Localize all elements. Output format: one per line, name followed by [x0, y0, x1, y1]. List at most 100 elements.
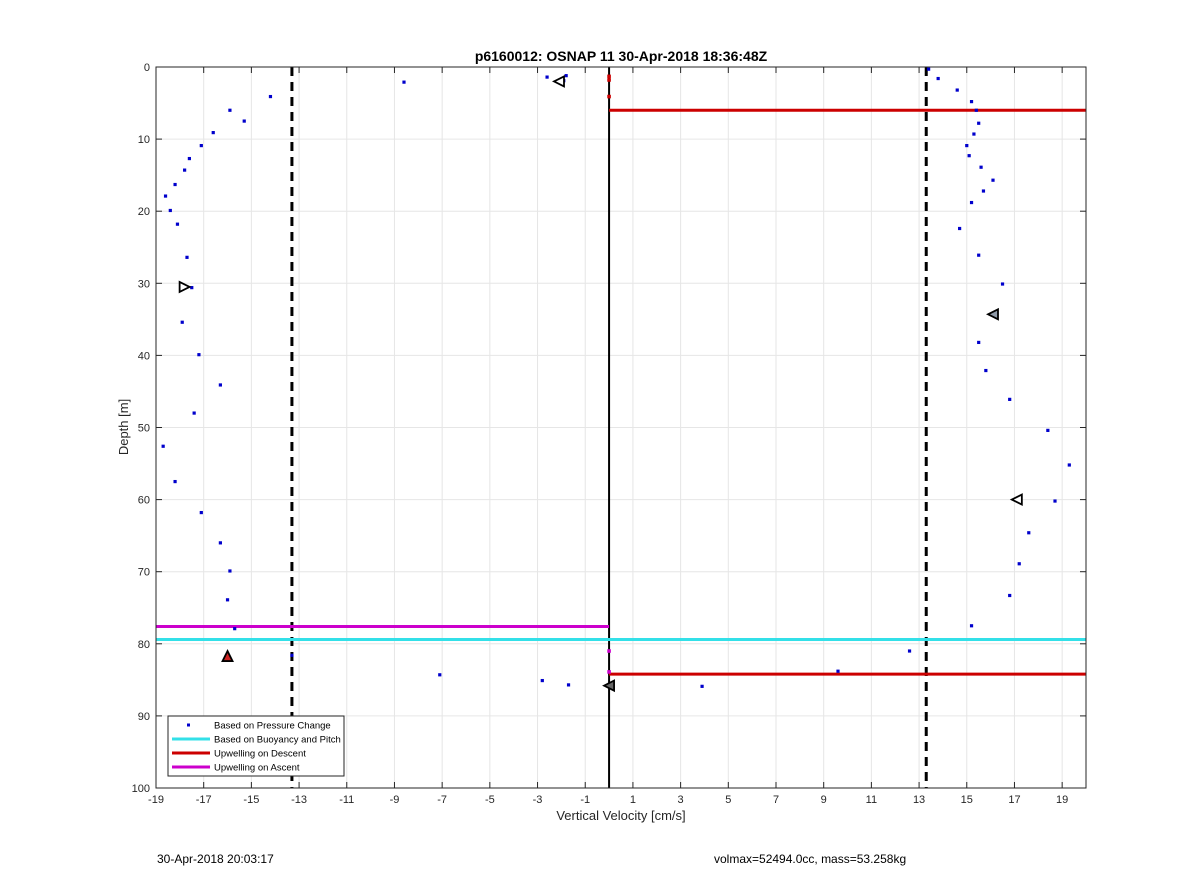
pressure-change-point [228, 108, 232, 112]
y-tick-label: 10 [138, 134, 150, 146]
y-tick-label: 60 [138, 495, 150, 507]
pressure-change-point [1027, 531, 1031, 535]
pressure-change-point [268, 94, 273, 99]
legend-swatch-marker [187, 723, 190, 727]
pressure-change-point [228, 569, 232, 573]
y-tick-label: 0 [144, 62, 150, 74]
pressure-change-point [218, 541, 222, 545]
x-tick-label: -17 [196, 794, 212, 806]
x-tick-label: 13 [913, 794, 925, 806]
triangle-marker [1009, 493, 1023, 507]
pressure-change-point [242, 119, 246, 123]
pressure-change-point [197, 353, 201, 357]
y-axis-label: Depth [m] [116, 399, 131, 455]
pressure-change-point [969, 200, 974, 205]
pressure-change-point [927, 67, 931, 71]
x-tick-label: -11 [339, 794, 354, 806]
pressure-change-point [958, 226, 962, 231]
x-tick-label: -19 [148, 794, 164, 806]
pressure-change-point [1017, 562, 1021, 566]
pressure-change-point [974, 108, 978, 112]
pressure-change-point [233, 627, 237, 631]
x-tick-label: 3 [678, 794, 684, 806]
zero-axis-marker [607, 670, 611, 674]
x-tick-label: -1 [580, 794, 590, 806]
pressure-change-point [185, 255, 189, 259]
reference-lines [290, 67, 928, 788]
pressure-change-point [979, 165, 983, 169]
pressure-change-point [969, 100, 974, 104]
zero-axis-marker [607, 649, 611, 653]
x-tick-label: -7 [437, 794, 447, 806]
pressure-change-point [564, 74, 568, 78]
pressure-change-point [183, 168, 187, 172]
y-tick-label: 20 [138, 206, 150, 218]
pressure-change-point [545, 75, 549, 79]
legend-label: Based on Pressure Change [214, 721, 331, 732]
pressure-change-point [700, 684, 704, 688]
triangle-markers [178, 74, 1023, 693]
pressure-change-point [540, 678, 544, 683]
y-tick-label: 50 [138, 423, 150, 435]
y-tick-label: 90 [138, 711, 150, 723]
pressure-change-point [402, 80, 406, 84]
x-tick-label: 5 [725, 794, 731, 806]
pressure-change-point [955, 88, 959, 92]
pressure-change-point [977, 340, 981, 345]
grid [155, 66, 1086, 789]
x-axis-label: Vertical Velocity [cm/s] [556, 808, 685, 823]
pressure-change-point [967, 154, 971, 158]
zero-axis-marker [607, 78, 611, 82]
x-tick-label: -15 [243, 794, 259, 806]
x-tick-label: 1 [630, 794, 636, 806]
legend-label: Upwelling on Ascent [214, 763, 300, 774]
x-tick-label: 19 [1056, 794, 1068, 806]
x-axis-ticks: -19 -17 -15 -13 -11 -9 -7 -5 -3 -1 1 3 5 7 9 11 13 15 17 19 [148, 67, 1068, 806]
pressure-change-point [972, 132, 976, 136]
triangle-marker [178, 280, 192, 294]
x-tick-label: -13 [291, 794, 307, 806]
x-tick-label: 9 [821, 794, 827, 806]
pressure-change-point [173, 479, 177, 484]
y-tick-label: 70 [138, 567, 150, 579]
x-tick-label: -5 [485, 794, 495, 806]
pressure-change-point [161, 444, 165, 448]
pressure-change-point [187, 156, 191, 161]
x-tick-label: 15 [961, 794, 973, 806]
x-tick-label: 11 [866, 794, 877, 806]
x-tick-label: -3 [533, 794, 543, 806]
pressure-change-point [991, 178, 995, 182]
triangle-marker [551, 74, 565, 88]
series-lines [156, 108, 1086, 676]
y-tick-label: 80 [138, 639, 150, 651]
y-tick-label: 100 [132, 783, 150, 795]
pressure-change-point [1053, 499, 1057, 503]
triangle-marker [985, 307, 999, 321]
chart-title: p6160012: OSNAP 11 30-Apr-2018 18:36:48Z [475, 48, 768, 64]
pressure-change-point [199, 510, 203, 515]
footer-timestamp: 30-Apr-2018 20:03:17 [157, 852, 274, 866]
legend-label: Based on Buoyancy and Pitch [214, 735, 341, 746]
x-tick-label: -9 [390, 794, 400, 806]
pressure-change-point [218, 383, 222, 387]
y-axis-ticks: 0 10 20 30 40 50 60 70 80 90 100 [132, 62, 1086, 795]
zero-axis-marker [607, 74, 611, 79]
pressure-change-point [965, 143, 969, 148]
pressure-change-point [180, 320, 184, 324]
pressure-change-point [977, 121, 981, 125]
x-tick-label: 17 [1008, 794, 1020, 806]
pressure-change-point [969, 624, 974, 628]
pressure-change-point [290, 653, 294, 657]
pressure-change-point [192, 411, 196, 415]
triangle-marker [602, 679, 615, 693]
pressure-change-point [907, 649, 912, 653]
y-tick-label: 30 [138, 278, 150, 290]
pressure-change-point [190, 286, 194, 290]
triangle-marker [221, 649, 234, 662]
pressure-change-point [566, 683, 571, 687]
zero-axis-marker [607, 94, 611, 99]
pressure-change-point [977, 253, 981, 257]
pressure-change-point [163, 194, 168, 198]
pressure-change-point [173, 182, 177, 187]
legend: Based on Pressure Change Based on Buoyanc… [167, 715, 345, 777]
